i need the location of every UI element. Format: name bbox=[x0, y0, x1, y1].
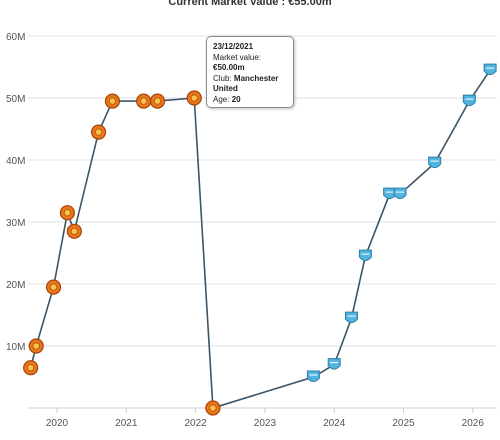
x-tick-label: 2026 bbox=[462, 418, 485, 429]
data-point[interactable] bbox=[104, 93, 121, 109]
series-line bbox=[29, 69, 491, 410]
data-point[interactable] bbox=[306, 370, 320, 382]
data-point[interactable] bbox=[28, 338, 44, 354]
hover-tooltip: 23/12/2021 Market value: €50.00m Club: M… bbox=[206, 36, 294, 108]
y-tick-label: 40M bbox=[6, 156, 25, 167]
data-point[interactable] bbox=[66, 223, 82, 239]
tooltip-market-value-label: Market value: bbox=[213, 52, 262, 62]
tooltip-date: 23/12/2021 bbox=[213, 42, 254, 51]
y-tick-label: 20M bbox=[6, 280, 25, 291]
data-point[interactable] bbox=[45, 279, 62, 295]
x-tick-label: 2021 bbox=[115, 418, 138, 429]
market-value-line bbox=[29, 69, 491, 410]
data-point[interactable] bbox=[327, 358, 341, 370]
tooltip-club: Manchester United bbox=[213, 73, 279, 94]
data-point[interactable] bbox=[428, 156, 442, 169]
data-point[interactable] bbox=[345, 311, 359, 324]
tooltip-club-label: Club: bbox=[213, 73, 232, 83]
x-tick-label: 2024 bbox=[323, 418, 346, 429]
tooltip-market-value: €50.00m bbox=[213, 63, 245, 72]
data-points bbox=[23, 63, 497, 416]
data-point[interactable] bbox=[23, 360, 39, 376]
data-point[interactable] bbox=[462, 94, 476, 107]
x-tick-label: 2022 bbox=[184, 418, 207, 429]
x-tick-label: 2025 bbox=[392, 418, 415, 429]
y-tick-label: 10M bbox=[6, 342, 25, 353]
y-tick-label: 30M bbox=[6, 218, 25, 229]
x-tick-label: 2020 bbox=[46, 418, 69, 429]
data-point[interactable] bbox=[59, 205, 75, 221]
tooltip-age: 20 bbox=[231, 94, 241, 104]
data-point[interactable] bbox=[90, 124, 107, 140]
data-point[interactable] bbox=[393, 187, 407, 200]
data-point[interactable] bbox=[205, 400, 221, 416]
data-point[interactable] bbox=[483, 63, 497, 76]
y-tick-label: 60M bbox=[6, 32, 25, 43]
data-point[interactable] bbox=[136, 93, 152, 109]
data-point[interactable] bbox=[186, 90, 202, 106]
data-point[interactable] bbox=[358, 249, 372, 262]
chart-title: Current Market Value : €55.00m bbox=[168, 0, 332, 8]
axes: 10M 20M 30M 40M 50M 60M 2020 2021 2022 2023 2024 20… bbox=[6, 32, 497, 429]
tooltip-age-label: Age: bbox=[213, 94, 230, 104]
y-tick-label: 50M bbox=[6, 94, 25, 105]
data-point[interactable] bbox=[149, 93, 166, 109]
x-tick-label: 2023 bbox=[254, 418, 277, 429]
